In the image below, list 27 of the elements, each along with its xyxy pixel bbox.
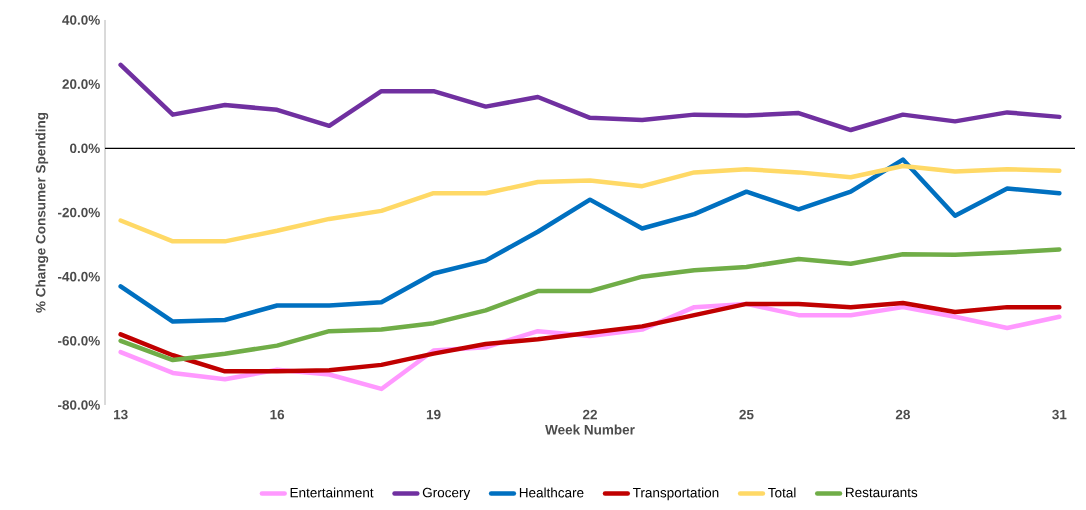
y-tick-label: 40.0%: [62, 15, 100, 25]
y-tick-label: -20.0%: [57, 207, 100, 218]
x-tick-label: 13: [114, 409, 128, 420]
y-tick-label: -40.0%: [57, 271, 100, 282]
x-tick-label: 19: [426, 409, 441, 420]
line-series: [118, 247, 1062, 363]
y-tick-label: 20.0%: [62, 79, 100, 89]
legend-label: Healthcare: [519, 487, 584, 498]
line-series: [118, 157, 1062, 324]
y-tick-label: 0.0%: [70, 143, 100, 154]
y-tick-label: -60.0%: [57, 336, 100, 346]
x-tick-label: 31: [1052, 409, 1067, 420]
legend-label: Transportation: [632, 487, 719, 501]
y-tick-label: -80.0%: [57, 400, 100, 410]
x-tick-label: 16: [270, 409, 285, 420]
x-tick-label: 28: [895, 409, 910, 420]
legend-label: Entertainment: [290, 487, 374, 498]
x-tick-label: 22: [582, 409, 597, 420]
legend-label: Grocery: [422, 487, 471, 500]
legend-label: Restaurants: [846, 487, 918, 498]
y-axis-title: % Change Consumer Spending: [35, 112, 49, 313]
line-series: [118, 62, 1062, 133]
legend-label: Total: [768, 487, 796, 498]
line-series: [118, 300, 1062, 374]
line-series: [118, 163, 1062, 244]
x-tick-label: 25: [739, 409, 754, 420]
x-axis-title: Week Number: [545, 424, 635, 435]
